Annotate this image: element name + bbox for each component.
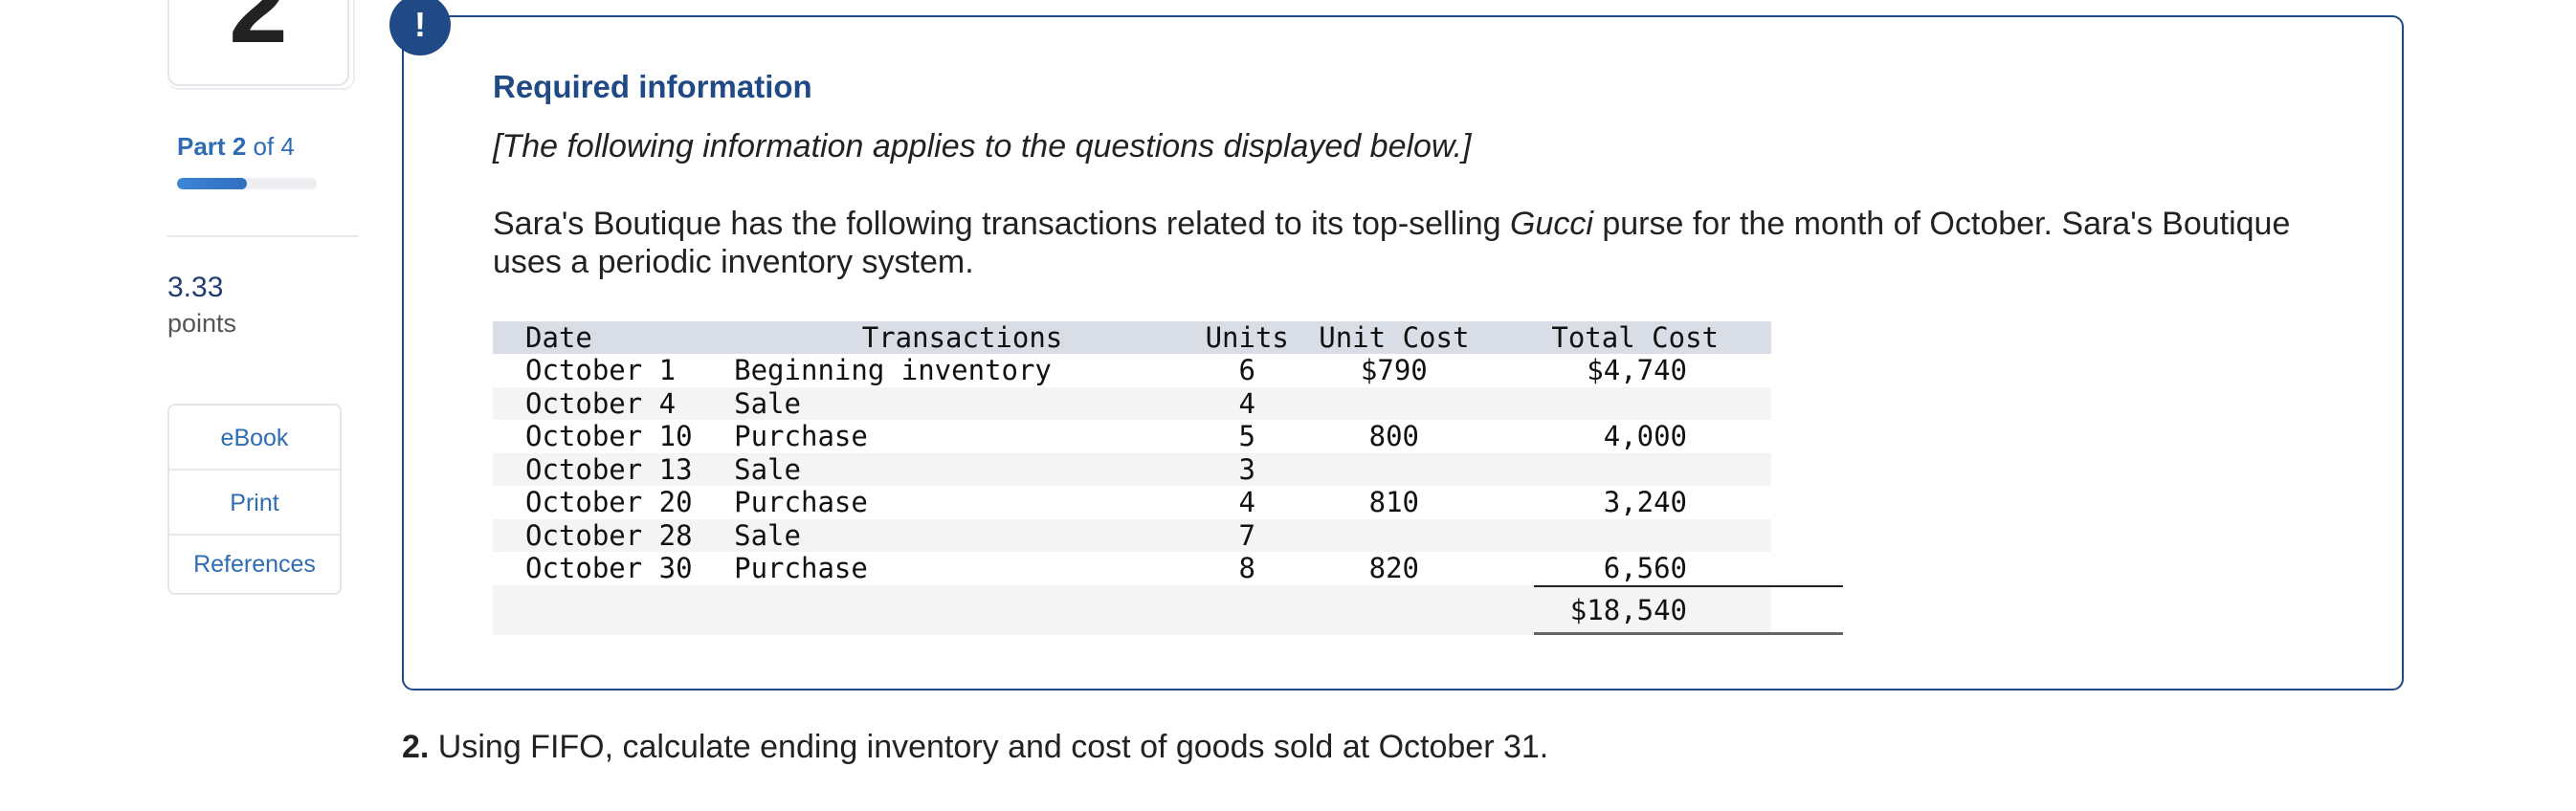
applies-note: [The following information applies to th… [493, 128, 1472, 164]
cell-total-cost: 3,240 [1603, 486, 1687, 519]
cell-date: October 30 [525, 552, 693, 585]
question-prompt-text: Using FIFO, calculate ending inventory a… [429, 729, 1549, 765]
cell-unit-cost [1303, 518, 1485, 552]
cell-total-cost [1484, 386, 1771, 420]
alert-icon: ! [389, 0, 451, 55]
cell-unit-cost: $790 [1360, 354, 1428, 387]
transactions-table: Date Transactions Units Unit Cost Total … [493, 321, 1843, 635]
part-progress-fill [177, 178, 247, 189]
print-link[interactable]: Print [169, 471, 340, 536]
cell-unit-cost [1303, 386, 1485, 420]
cell-transaction: Sale [734, 518, 1190, 552]
cell-transaction: Beginning inventory [734, 354, 1052, 387]
cell-date: October 4 [493, 386, 735, 420]
cell-transaction: Purchase [734, 486, 868, 519]
cell-transaction: Sale [734, 452, 1190, 486]
question-number-card: 2 [167, 0, 349, 86]
part-prefix: Part [177, 132, 226, 161]
header-date: Date [493, 321, 735, 354]
grand-total-value: $18,540 [1569, 593, 1687, 626]
scenario-brand: Gucci [1509, 206, 1593, 242]
cell-units: 8 [1238, 552, 1255, 585]
total-rule-bottom [1534, 631, 1843, 635]
cell-date: October 10 [525, 420, 693, 453]
cell-unit-cost: 800 [1368, 420, 1420, 453]
part-current: 2 [232, 132, 247, 161]
cell-units: 4 [1238, 486, 1255, 519]
required-information-title: Required information [493, 69, 812, 104]
points-value: 3.33 [167, 272, 224, 303]
cell-transaction: Purchase [734, 552, 868, 585]
cell-total-cost [1484, 518, 1771, 552]
header-unit-cost: Unit Cost [1303, 321, 1485, 354]
cell-transaction: Purchase [734, 420, 868, 453]
cell-date: October 1 [525, 354, 677, 387]
part-total: of 4 [253, 132, 295, 161]
table-row: October 10 Purchase 5 800 4,000 [493, 420, 1771, 453]
part-progress-bar [177, 178, 317, 189]
header-transactions: Transactions [734, 321, 1190, 354]
cell-unit-cost: 820 [1368, 552, 1420, 585]
cell-units: 5 [1238, 420, 1255, 453]
ebook-link[interactable]: eBook [169, 406, 340, 471]
points-label: points [167, 309, 237, 338]
table-header-row: Date Transactions Units Unit Cost Total … [493, 321, 1771, 354]
cell-units: 7 [1189, 518, 1304, 552]
question-prompt: 2. Using FIFO, calculate ending inventor… [402, 729, 1548, 766]
part-indicator: Part 2 of 4 [177, 132, 295, 162]
cell-total-cost: 6,560 [1603, 552, 1687, 585]
cell-total-cost: $4,740 [1587, 354, 1687, 387]
question-number: 2 [229, 0, 288, 65]
question-card-shadow [167, 0, 355, 90]
scenario-text-start: Sara's Boutique has the following transa… [493, 206, 1510, 242]
header-total-cost: Total Cost [1484, 321, 1771, 354]
table-row: October 30 Purchase 8 820 6,560 [493, 552, 1771, 585]
table-row: October 4 Sale 4 [493, 386, 1771, 420]
total-rule-top [1534, 584, 1843, 587]
sidebar-divider [167, 235, 359, 237]
cell-total-cost [1484, 452, 1771, 486]
scenario-paragraph: Sara's Boutique has the following transa… [493, 205, 2311, 281]
scenario-text-end: purse for the month of October. Sara's B… [493, 206, 2291, 280]
question-prompt-number: 2. [402, 729, 430, 765]
cell-date: October 20 [525, 486, 693, 519]
cell-units: 6 [1238, 354, 1255, 387]
cell-transaction: Sale [734, 386, 1190, 420]
grand-total-cell: $18,540 [1484, 584, 1843, 635]
cell-date: October 28 [493, 518, 735, 552]
cell-date: October 13 [493, 452, 735, 486]
table-row: October 28 Sale 7 [493, 518, 1771, 552]
cell-unit-cost [1303, 452, 1485, 486]
table-row: October 1 Beginning inventory 6 $790 $4,… [493, 354, 1771, 387]
cell-unit-cost: 810 [1368, 486, 1420, 519]
cell-units: 3 [1189, 452, 1304, 486]
references-link[interactable]: References [193, 551, 316, 578]
table-row: October 13 Sale 3 [493, 452, 1771, 486]
header-units: Units [1189, 321, 1304, 354]
cell-total-cost: 4,000 [1603, 420, 1687, 453]
table-total-row: $18,540 [493, 584, 1843, 635]
cell-units: 4 [1189, 386, 1304, 420]
resource-links: eBook Print References [167, 404, 342, 595]
table-row: October 20 Purchase 4 810 3,240 [493, 486, 1771, 519]
